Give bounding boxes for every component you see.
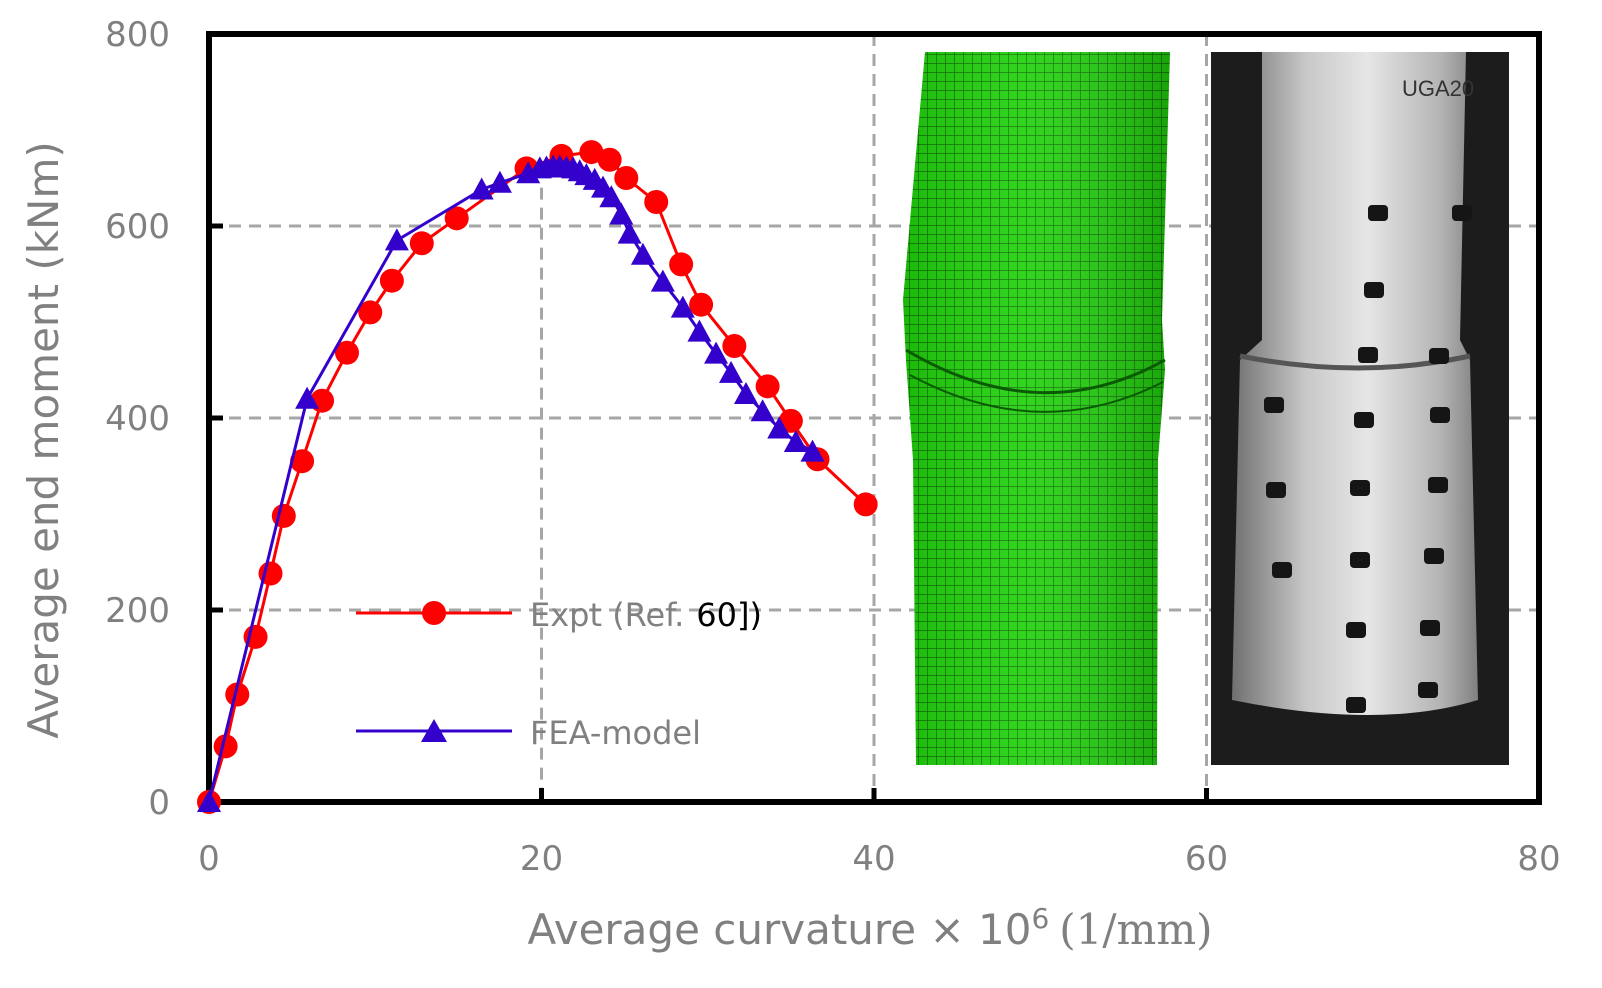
x-tick-label-60: 60 — [1185, 839, 1228, 879]
fea-point-22 — [687, 319, 712, 342]
expt-point-9 — [358, 300, 383, 325]
bolt-hole-17 — [1272, 562, 1292, 578]
legend-expt-label: Expt (Ref. 60]) — [530, 596, 762, 634]
x-axis-label-main: Average curvature × 10 — [527, 905, 1031, 954]
legend-fea-marker — [421, 719, 447, 742]
x-tick-label-80: 80 — [1517, 839, 1560, 879]
bolt-hole-9 — [1428, 477, 1448, 493]
x-axis-label-unit: (1/mm) — [1059, 905, 1212, 954]
bolt-hole-5 — [1354, 412, 1374, 428]
fea-point-24 — [719, 360, 744, 383]
bolt-hole-1 — [1452, 205, 1472, 221]
fea-point-1 — [295, 386, 320, 409]
x-tick-label-20: 20 — [520, 839, 563, 879]
fea-point-2 — [384, 228, 409, 251]
fea-point-27 — [767, 416, 792, 439]
y-tick-label-400: 400 — [105, 399, 170, 439]
bolt-hole-0 — [1368, 205, 1388, 221]
x-axis-label: Average curvature × 106 (1/mm) — [527, 902, 1212, 954]
legend-fea-label: FEA-model — [530, 714, 701, 752]
bolt-hole-11 — [1350, 552, 1370, 568]
x-tick-label-0: 0 — [198, 839, 220, 879]
fea-point-25 — [733, 382, 758, 404]
expt-point-12 — [444, 206, 469, 231]
expt-point-25 — [853, 492, 878, 517]
y-axis-label: Average end moment (kNm) — [19, 141, 68, 739]
series-1 — [197, 154, 825, 812]
expt-point-11 — [409, 231, 434, 256]
bolt-hole-4 — [1429, 348, 1449, 364]
expt-point-17 — [614, 166, 639, 190]
bolt-hole-16 — [1418, 682, 1438, 698]
bolt-hole-2 — [1364, 282, 1384, 298]
legend-expt-label-main: Expt (Ref. — [530, 596, 684, 634]
x-tick-label-40: 40 — [852, 839, 895, 879]
expt-point-16 — [597, 147, 622, 172]
y-tick-label-200: 200 — [105, 591, 170, 631]
bolt-hole-6 — [1430, 407, 1450, 423]
fea-deformed-mesh-image — [903, 52, 1170, 765]
series-line-1 — [207, 164, 814, 803]
y-tick-label-800: 800 — [105, 15, 170, 55]
bolt-hole-13 — [1346, 622, 1366, 638]
series-line-0 — [207, 150, 867, 803]
fea-point-18 — [617, 221, 642, 244]
y-tick-label-600: 600 — [105, 207, 170, 247]
fea-point-19 — [630, 242, 655, 265]
specimen-bolt-holes — [1264, 205, 1472, 713]
fea-point-29 — [800, 439, 825, 462]
fea-point-0 — [197, 790, 221, 812]
fea-point-26 — [750, 399, 775, 422]
fea-point-4 — [487, 170, 512, 193]
expt-point-10 — [379, 268, 404, 293]
y-tick-label-0: 0 — [148, 783, 170, 823]
bolt-hole-14 — [1420, 620, 1440, 636]
expt-point-15 — [579, 140, 604, 165]
expt-point-23 — [778, 408, 803, 433]
fea-point-3 — [469, 177, 494, 200]
series-0 — [197, 140, 878, 814]
legend: Expt (Ref. 60]) FEA-model — [356, 596, 762, 752]
fea-point-21 — [670, 295, 695, 318]
expt-point-6 — [290, 449, 315, 474]
fea-point-28 — [783, 430, 808, 452]
expt-point-21 — [722, 334, 747, 358]
bolt-hole-3 — [1358, 347, 1378, 363]
legend-expt-marker — [422, 601, 446, 625]
bolt-hole-7 — [1264, 397, 1284, 413]
expt-point-18 — [644, 190, 669, 214]
expt-point-8 — [334, 340, 359, 365]
x-axis-label-sup: 6 — [1031, 902, 1049, 935]
y-tick-labels: 0 200 400 600 800 — [105, 15, 170, 823]
expt-point-22 — [755, 374, 780, 399]
x-tick-labels: 0 20 40 60 80 — [198, 839, 1560, 879]
fea-point-16 — [599, 185, 624, 208]
legend-expt-label-ref: 60]) — [696, 596, 762, 634]
bolt-hole-8 — [1350, 480, 1370, 496]
fea-point-20 — [650, 269, 675, 292]
expt-point-20 — [689, 292, 714, 317]
expt-point-2 — [225, 682, 250, 707]
bolt-hole-10 — [1266, 482, 1286, 498]
bolt-hole-15 — [1346, 697, 1366, 713]
data-series — [197, 140, 878, 814]
specimen-label: UGA20 — [1402, 76, 1474, 101]
expt-point-19 — [669, 252, 694, 277]
test-specimen-photo: UGA20 — [1211, 52, 1509, 765]
bolt-hole-12 — [1424, 548, 1444, 564]
fea-point-17 — [609, 202, 634, 225]
fea-point-23 — [704, 341, 729, 364]
